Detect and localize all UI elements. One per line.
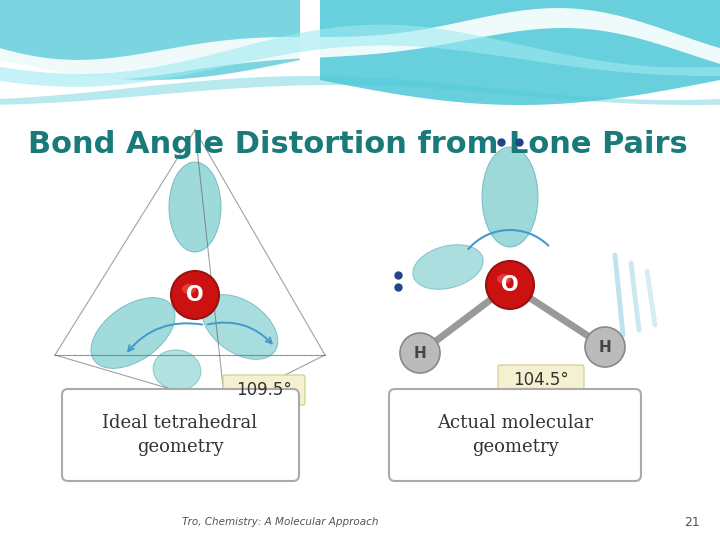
Polygon shape — [0, 76, 720, 105]
Ellipse shape — [413, 245, 483, 289]
Ellipse shape — [153, 350, 201, 390]
Text: Ideal tetrahedral
geometry: Ideal tetrahedral geometry — [102, 414, 258, 456]
FancyBboxPatch shape — [223, 375, 305, 405]
Ellipse shape — [202, 295, 278, 360]
Text: H: H — [413, 346, 426, 361]
Text: Tro, Chemistry: A Molecular Approach: Tro, Chemistry: A Molecular Approach — [181, 517, 378, 527]
Circle shape — [486, 261, 534, 309]
FancyBboxPatch shape — [498, 365, 584, 395]
Text: Actual molecular
geometry: Actual molecular geometry — [437, 414, 593, 456]
FancyBboxPatch shape — [389, 389, 641, 481]
Text: H: H — [598, 340, 611, 354]
Text: 109.5°: 109.5° — [236, 381, 292, 399]
Text: O: O — [186, 285, 204, 305]
Text: 104.5°: 104.5° — [513, 371, 569, 389]
Ellipse shape — [182, 284, 196, 294]
Text: 21: 21 — [684, 516, 700, 529]
Text: O: O — [501, 275, 519, 295]
Ellipse shape — [497, 274, 511, 284]
FancyBboxPatch shape — [62, 389, 299, 481]
Circle shape — [400, 333, 440, 373]
Ellipse shape — [482, 147, 538, 247]
Polygon shape — [320, 0, 720, 105]
Ellipse shape — [169, 162, 221, 252]
Ellipse shape — [91, 298, 175, 368]
Polygon shape — [0, 25, 720, 87]
Circle shape — [585, 327, 625, 367]
Circle shape — [171, 271, 219, 319]
Text: Bond Angle Distortion from Lone Pairs: Bond Angle Distortion from Lone Pairs — [28, 130, 688, 159]
Polygon shape — [0, 0, 300, 80]
Polygon shape — [0, 8, 720, 80]
